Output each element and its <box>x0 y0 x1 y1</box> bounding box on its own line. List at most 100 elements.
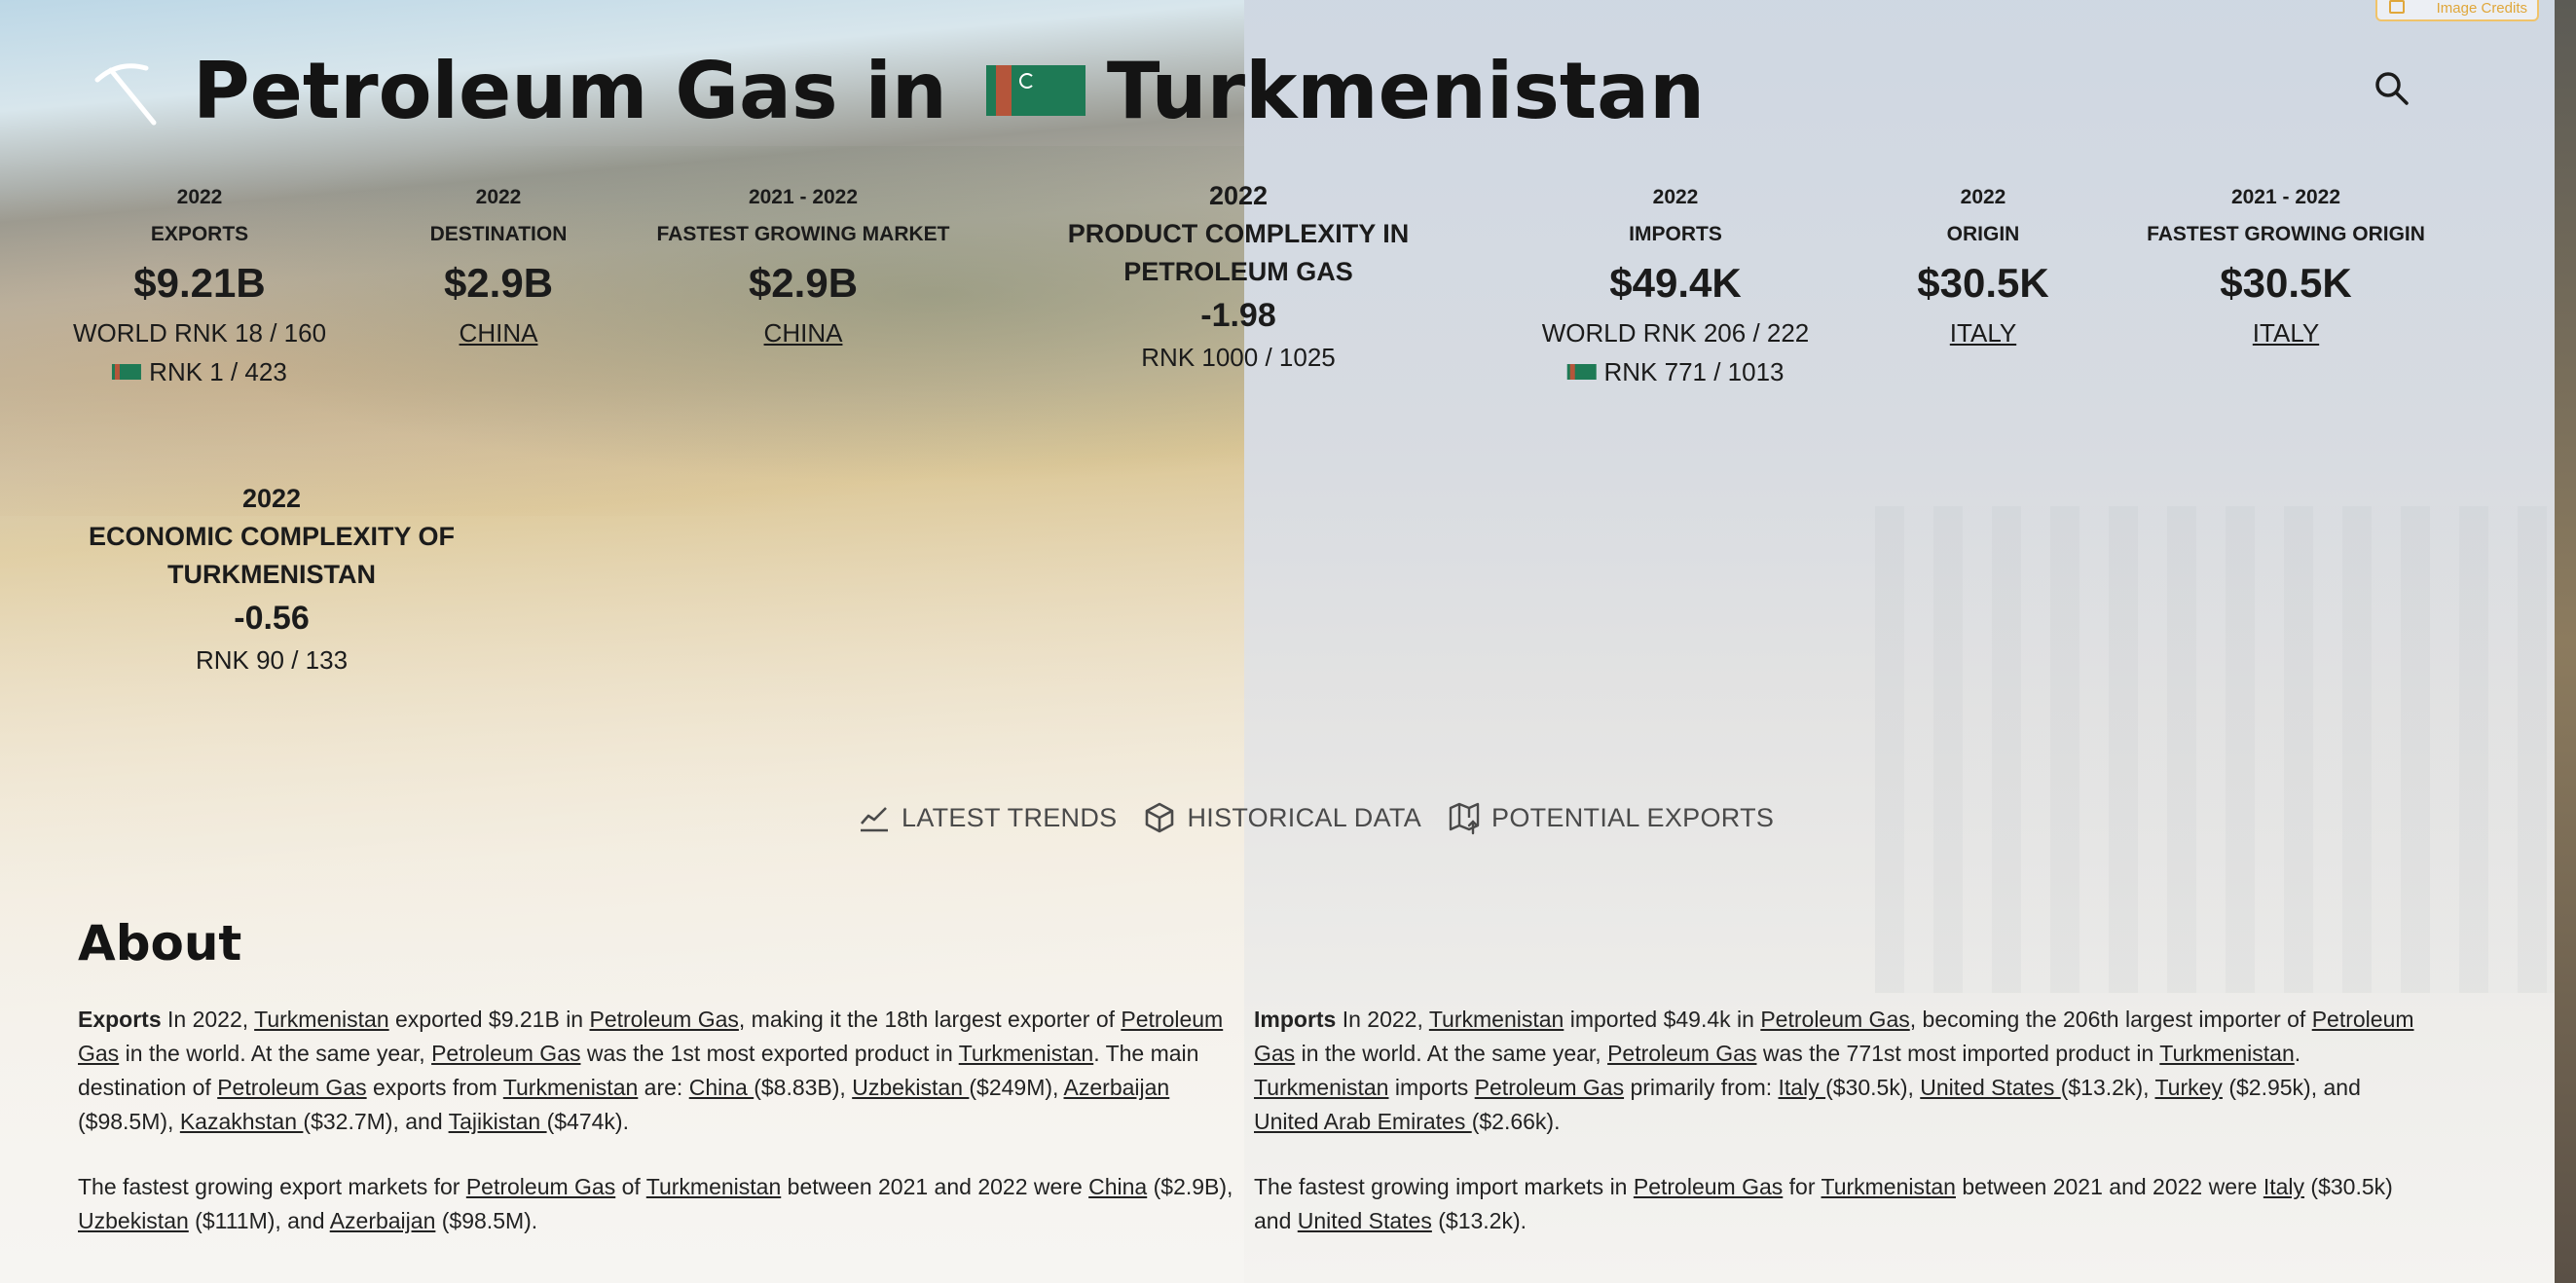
inline-link[interactable]: Petroleum Gas <box>1633 1174 1784 1199</box>
paragraph-text: . <box>2294 1041 2301 1066</box>
paragraph-label: Imports <box>1254 1007 1337 1032</box>
destination-country-link[interactable]: CHINA <box>459 318 538 348</box>
stat-fastest-growing-market: 2021 - 2022 FASTEST GROWING MARKET $2.9B… <box>657 179 950 352</box>
inline-link[interactable]: Italy <box>1778 1075 1826 1100</box>
inline-link[interactable]: Azerbaijan <box>1063 1075 1170 1100</box>
paragraph-text: ($98.5M), <box>78 1109 180 1134</box>
paragraph-text: between 2021 and 2022 were <box>1955 1174 2263 1199</box>
about-imports-column: Imports In 2022, Turkmenistan imported $… <box>1254 1003 2422 1269</box>
paragraph-text: ($13.2k). <box>1431 1208 1527 1233</box>
stat-label-line1: PRODUCT COMPLEXITY IN <box>1067 219 1410 248</box>
map-arrow-icon <box>1449 802 1480 835</box>
paragraph-text: in the world. At the same year, <box>1295 1041 1608 1066</box>
paragraph-label: Exports <box>78 1007 162 1032</box>
inline-link[interactable]: Azerbaijan <box>329 1208 436 1233</box>
cube-icon <box>1146 802 1174 833</box>
stat-economic-complexity: 2022 ECONOMIC COMPLEXITY OF TURKMENISTAN… <box>89 479 455 678</box>
paragraph-text: ($111M), and <box>188 1208 330 1233</box>
paragraph-text: imported $49.4k in <box>1564 1007 1761 1032</box>
inline-link[interactable]: Turkmenistan <box>2159 1041 2295 1066</box>
tab-historical-data[interactable]: HISTORICAL DATA <box>1142 800 1421 835</box>
hero-background-left <box>0 0 1244 1283</box>
paragraph-text: exports from <box>366 1075 503 1100</box>
paragraph-text: ($32.7M), and <box>303 1109 449 1134</box>
paragraph-text: , becoming the 206th largest importer of <box>1909 1007 2312 1032</box>
inline-link[interactable]: Uzbekistan <box>852 1075 970 1100</box>
stat-year: 2022 <box>176 186 223 208</box>
pickaxe-icon[interactable] <box>90 58 162 130</box>
paragraph-text: in the world. At the same year, <box>119 1041 432 1066</box>
page-title: Petroleum Gas in Turkmenistan <box>193 37 1705 144</box>
market-country-link[interactable]: CHINA <box>763 318 843 348</box>
inline-link[interactable]: Italy <box>2263 1174 2305 1199</box>
imports-growth-paragraph: The fastest growing import markets in Pe… <box>1254 1170 2422 1238</box>
inline-link[interactable]: Turkmenistan <box>1254 1075 1389 1100</box>
tab-latest-trends[interactable]: LATEST TRENDS <box>857 800 1117 835</box>
origin-country-link[interactable]: ITALY <box>1949 318 2017 348</box>
stat-world-rank: WORLD RNK 18 / 160 <box>72 318 327 348</box>
stat-value: $2.9B <box>443 260 554 306</box>
paragraph-text: ($30.5k) and <box>1254 1174 2393 1233</box>
tab-potential-exports[interactable]: POTENTIAL EXPORTS <box>1447 800 1774 835</box>
inline-link[interactable]: Petroleum Gas <box>465 1174 616 1199</box>
title-prefix: Petroleum Gas in <box>193 45 947 136</box>
stat-year: 2022 <box>1960 186 2006 208</box>
turkmenistan-flag-icon <box>985 65 1086 116</box>
paragraph-text: ($474k). <box>546 1109 629 1134</box>
inline-link[interactable]: Petroleum Gas <box>431 1041 581 1066</box>
flag-icon <box>1566 364 1597 380</box>
stat-rank: RNK 90 / 133 <box>195 645 349 675</box>
imports-paragraph: Imports In 2022, Turkmenistan imported $… <box>1254 1003 2422 1139</box>
stat-value: $49.4K <box>1609 260 1742 306</box>
search-icon[interactable] <box>2372 68 2410 107</box>
inline-link[interactable]: Turkmenistan <box>1821 1174 1956 1199</box>
inline-link[interactable]: Turkmenistan <box>502 1075 639 1100</box>
image-credits-button[interactable]: Image Credits <box>2375 0 2539 21</box>
stat-value: -1.98 <box>1200 297 1276 334</box>
inline-link[interactable]: China <box>688 1075 754 1100</box>
stat-value: $2.9B <box>748 260 859 306</box>
inline-link[interactable]: Turkmenistan <box>958 1041 1094 1066</box>
inline-link[interactable]: Petroleum Gas <box>217 1075 367 1100</box>
inline-link[interactable]: Petroleum Gas <box>589 1007 739 1032</box>
inline-link[interactable]: United States <box>1920 1075 2061 1100</box>
inline-link[interactable]: Kazakhstan <box>179 1109 304 1134</box>
inline-link[interactable]: United Arab Emirates <box>1254 1109 1472 1134</box>
inline-link[interactable]: Petroleum Gas <box>1254 1007 2414 1066</box>
inline-link[interactable]: Turkmenistan <box>1428 1007 1564 1032</box>
inline-link[interactable]: Tajikistan <box>448 1109 547 1134</box>
stat-value: $30.5K <box>1917 260 2049 306</box>
paragraph-text: ($30.5k), <box>1825 1075 1921 1100</box>
inline-link[interactable]: Uzbekistan <box>78 1208 189 1233</box>
inline-link[interactable]: Petroleum Gas <box>1474 1075 1625 1100</box>
stat-label: IMPORTS <box>1629 223 1722 245</box>
inline-link[interactable]: China <box>1088 1174 1148 1199</box>
paragraph-text: between 2021 and 2022 were <box>781 1174 1089 1199</box>
title-country[interactable]: Turkmenistan <box>1106 45 1706 136</box>
stat-year: 2021 - 2022 <box>2230 186 2341 208</box>
inline-link[interactable]: Turkmenistan <box>645 1174 782 1199</box>
stat-rank: RNK 1000 / 1025 <box>1141 343 1336 372</box>
stat-destination: 2022 DESTINATION $2.9B CHINA <box>430 179 568 352</box>
inline-link[interactable]: Petroleum Gas <box>78 1007 1224 1066</box>
exports-growth-paragraph: The fastest growing export markets for P… <box>78 1170 1266 1238</box>
inline-link[interactable]: Petroleum Gas <box>1607 1041 1757 1066</box>
about-heading: About <box>78 915 242 971</box>
paragraph-text: primarily from: <box>1624 1075 1779 1100</box>
paragraph-text: In 2022, <box>1336 1007 1429 1032</box>
origin-growth-country-link[interactable]: ITALY <box>2252 318 2320 348</box>
inline-link[interactable]: Petroleum Gas <box>1760 1007 1910 1032</box>
paragraph-text: ($98.5M). <box>435 1208 538 1233</box>
paragraph-text: ($13.2k), <box>2060 1075 2155 1100</box>
stat-label: FASTEST GROWING MARKET <box>656 223 950 245</box>
paragraph-text: ($2.9B), <box>1147 1174 1233 1199</box>
inline-link[interactable]: Turkey <box>2154 1075 2223 1100</box>
paragraph-text: are: <box>638 1075 689 1100</box>
stat-world-rank: WORLD RNK 206 / 222 <box>1541 318 1810 348</box>
paragraph-text: ($249M), <box>969 1075 1064 1100</box>
inline-link[interactable]: Turkmenistan <box>254 1007 389 1032</box>
image-icon <box>2389 0 2405 14</box>
paragraph-text: imports <box>1388 1075 1475 1100</box>
inline-link[interactable]: United States <box>1297 1208 1432 1233</box>
paragraph-text: . The main destination of <box>78 1041 1199 1100</box>
